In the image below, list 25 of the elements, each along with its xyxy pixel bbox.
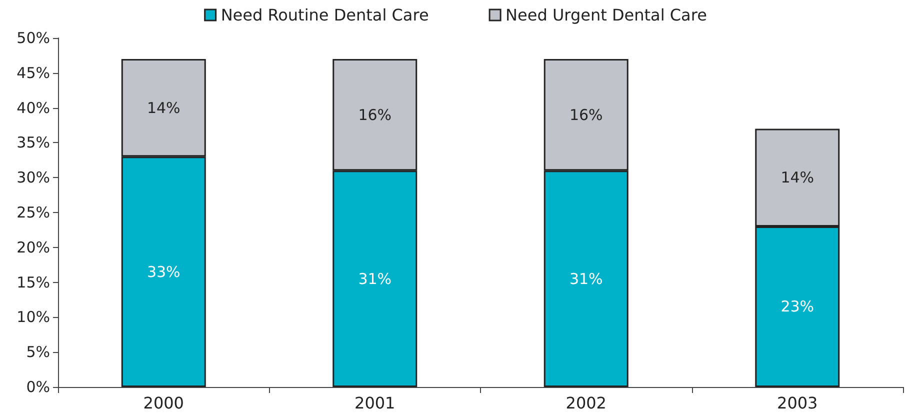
legend-label: Need Routine Dental Care bbox=[220, 6, 429, 24]
data-label: 23% bbox=[780, 298, 814, 316]
data-label: 14% bbox=[146, 98, 180, 117]
data-label: 31% bbox=[358, 270, 392, 288]
y-tick-label: 20% bbox=[16, 238, 50, 256]
y-tick-label: 35% bbox=[16, 134, 50, 152]
y-tick-label: 45% bbox=[16, 64, 50, 82]
y-tick-label: 25% bbox=[16, 204, 50, 222]
data-label: 16% bbox=[358, 106, 392, 124]
data-label: 31% bbox=[569, 270, 603, 288]
y-tick-label: 0% bbox=[26, 378, 50, 396]
data-label: 16% bbox=[569, 106, 603, 124]
x-tick-label: 2000 bbox=[143, 394, 184, 412]
x-tick-label: 2003 bbox=[777, 394, 818, 412]
y-tick-label: 50% bbox=[16, 29, 50, 47]
x-tick-label: 2001 bbox=[354, 394, 396, 412]
y-tick-label: 40% bbox=[16, 98, 50, 117]
y-tick-label: 30% bbox=[16, 168, 50, 187]
legend-label: Need Urgent Dental Care bbox=[506, 6, 707, 24]
y-tick-label: 15% bbox=[16, 273, 50, 292]
y-tick-label: 5% bbox=[26, 343, 50, 362]
x-tick-label: 2002 bbox=[566, 394, 606, 412]
y-tick-label: 10% bbox=[16, 308, 50, 326]
data-label: 14% bbox=[780, 168, 814, 187]
data-label: 33% bbox=[146, 262, 180, 281]
